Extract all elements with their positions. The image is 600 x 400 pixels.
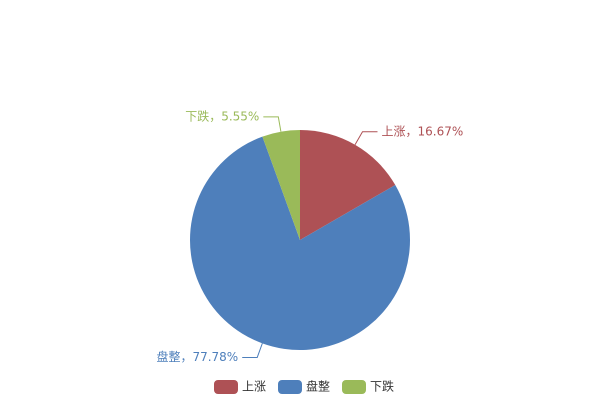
legend-swatch[interactable] bbox=[342, 380, 366, 394]
pie-slice bbox=[300, 130, 396, 240]
data-label: 下跌，5.55% bbox=[185, 108, 259, 123]
label-line bbox=[354, 131, 378, 145]
pie-slice bbox=[190, 136, 410, 350]
legend-label[interactable]: 上涨 bbox=[242, 379, 266, 394]
pie-slice bbox=[262, 130, 300, 240]
label-line bbox=[263, 116, 282, 132]
legend-label[interactable]: 下跌 bbox=[370, 379, 394, 394]
legend-label[interactable]: 盘整 bbox=[306, 379, 330, 394]
legend-swatch[interactable] bbox=[214, 380, 238, 394]
data-label: 盘整，77.78% bbox=[156, 349, 238, 364]
legend-swatch[interactable] bbox=[278, 380, 302, 394]
label-line bbox=[242, 343, 263, 358]
data-label: 上涨，16.67% bbox=[382, 123, 464, 138]
